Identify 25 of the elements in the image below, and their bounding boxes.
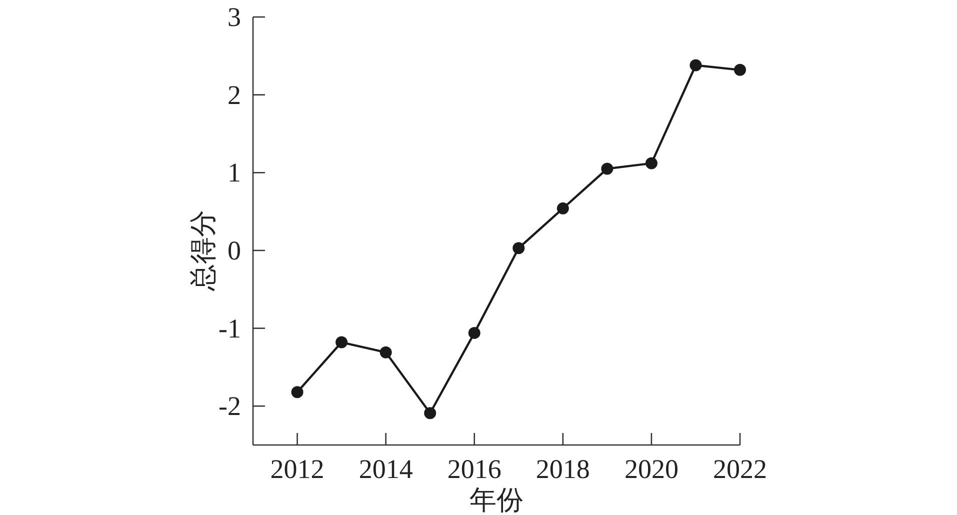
point — [336, 336, 348, 348]
x-tick-label: 2012 — [270, 454, 324, 484]
y-axis-title: 总得分 — [188, 210, 218, 292]
x-tick-label: 2018 — [536, 454, 590, 484]
point — [512, 242, 525, 254]
point — [468, 326, 480, 339]
point — [690, 59, 702, 72]
y-tick-label: 0 — [228, 235, 241, 266]
point — [645, 157, 658, 170]
point — [291, 386, 304, 398]
point — [380, 346, 392, 358]
x-tick-label: 2016 — [447, 454, 502, 484]
x-tick-label: 2020 — [624, 454, 678, 484]
y-tick-label: 2 — [228, 80, 241, 110]
point — [601, 162, 614, 175]
y-tick-label: 1 — [228, 158, 241, 188]
x-tick-label: 2022 — [713, 454, 767, 484]
point — [424, 407, 436, 420]
point — [556, 202, 569, 214]
x-axis-title: 年份 — [470, 485, 524, 515]
y-tick-label: -1 — [218, 313, 241, 344]
x-tick-label: 2014 — [358, 454, 414, 484]
y-tick-label: -2 — [218, 391, 241, 422]
point — [734, 64, 746, 76]
y-tick-label: 3 — [228, 2, 241, 32]
